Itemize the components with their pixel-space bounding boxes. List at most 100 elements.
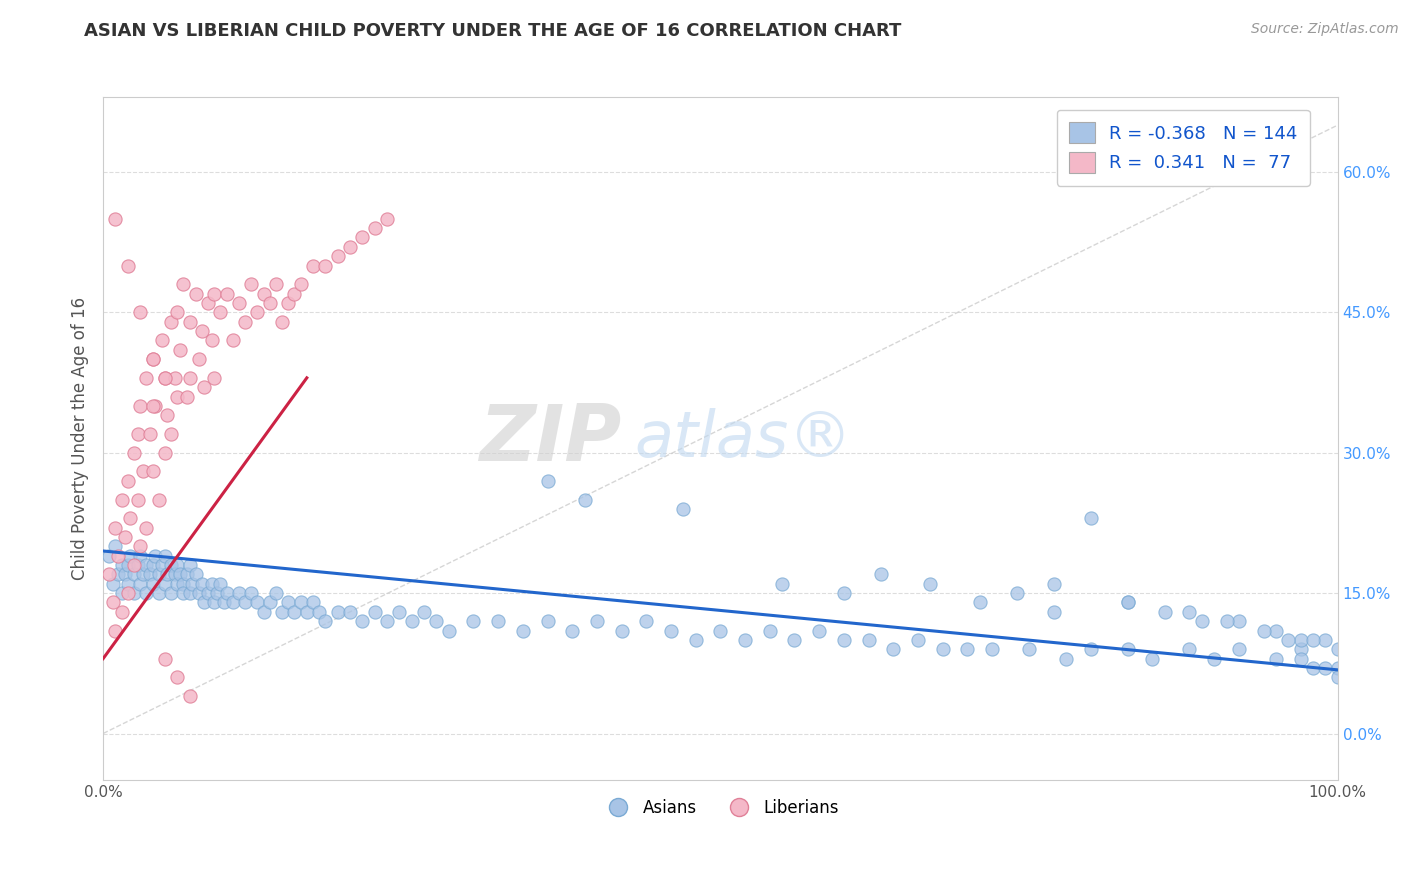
Point: [326, 249, 349, 263]
Point: [1116, 595, 1139, 609]
Legend: Asians, Liberians: Asians, Liberians: [595, 792, 846, 823]
Point: [153, 549, 176, 563]
Point: [156, 409, 179, 423]
Point: [326, 605, 349, 619]
Point: [127, 558, 149, 572]
Point: [179, 558, 201, 572]
Point: [1080, 511, 1102, 525]
Point: [314, 614, 336, 628]
Point: [148, 586, 170, 600]
Point: [98, 567, 121, 582]
Point: [252, 605, 274, 619]
Point: [1315, 632, 1337, 647]
Point: [98, 549, 121, 563]
Point: [135, 558, 157, 572]
Point: [141, 352, 163, 367]
Point: [536, 614, 558, 628]
Point: [271, 315, 294, 329]
Point: [201, 334, 224, 348]
Point: [156, 567, 179, 582]
Point: [166, 558, 188, 572]
Point: [302, 259, 325, 273]
Point: [783, 632, 806, 647]
Point: [141, 465, 163, 479]
Point: [956, 642, 979, 657]
Point: [202, 286, 225, 301]
Point: [163, 567, 186, 582]
Point: [139, 427, 162, 442]
Point: [233, 315, 256, 329]
Point: [166, 576, 188, 591]
Point: [1142, 651, 1164, 665]
Point: [907, 632, 929, 647]
Point: [536, 474, 558, 488]
Point: [188, 352, 211, 367]
Point: [586, 614, 609, 628]
Point: [150, 558, 173, 572]
Point: [107, 567, 129, 582]
Point: [131, 567, 153, 582]
Point: [209, 305, 232, 319]
Point: [176, 567, 198, 582]
Point: [1326, 642, 1348, 657]
Text: ZIP: ZIP: [479, 401, 621, 476]
Point: [179, 315, 201, 329]
Point: [169, 567, 191, 582]
Point: [228, 586, 250, 600]
Point: [188, 586, 211, 600]
Point: [364, 605, 387, 619]
Point: [111, 492, 134, 507]
Point: [172, 277, 194, 292]
Point: [302, 595, 325, 609]
Point: [240, 277, 263, 292]
Point: [215, 286, 238, 301]
Point: [202, 595, 225, 609]
Point: [191, 576, 214, 591]
Point: [1289, 632, 1312, 647]
Point: [882, 642, 904, 657]
Point: [153, 446, 176, 460]
Point: [672, 501, 695, 516]
Point: [1080, 642, 1102, 657]
Point: [141, 399, 163, 413]
Point: [104, 211, 127, 226]
Point: [1264, 651, 1286, 665]
Point: [160, 586, 183, 600]
Point: [1178, 642, 1201, 657]
Point: [1326, 661, 1348, 675]
Point: [770, 576, 793, 591]
Point: [129, 305, 152, 319]
Point: [197, 296, 219, 310]
Point: [129, 576, 152, 591]
Point: [172, 586, 194, 600]
Point: [148, 567, 170, 582]
Text: atlas®: atlas®: [634, 408, 852, 470]
Point: [197, 586, 219, 600]
Point: [122, 558, 145, 572]
Point: [184, 286, 207, 301]
Point: [425, 614, 447, 628]
Point: [202, 371, 225, 385]
Point: [139, 567, 162, 582]
Point: [117, 474, 139, 488]
Text: Source: ZipAtlas.com: Source: ZipAtlas.com: [1251, 22, 1399, 37]
Point: [143, 549, 166, 563]
Point: [228, 296, 250, 310]
Point: [153, 651, 176, 665]
Point: [222, 595, 245, 609]
Point: [352, 614, 374, 628]
Point: [758, 624, 780, 638]
Point: [352, 230, 374, 244]
Point: [150, 334, 173, 348]
Point: [141, 352, 163, 367]
Point: [1315, 661, 1337, 675]
Point: [160, 315, 183, 329]
Point: [1253, 624, 1275, 638]
Point: [561, 624, 583, 638]
Point: [295, 605, 318, 619]
Point: [931, 642, 953, 657]
Point: [1227, 642, 1250, 657]
Point: [120, 549, 142, 563]
Point: [1116, 642, 1139, 657]
Point: [163, 371, 186, 385]
